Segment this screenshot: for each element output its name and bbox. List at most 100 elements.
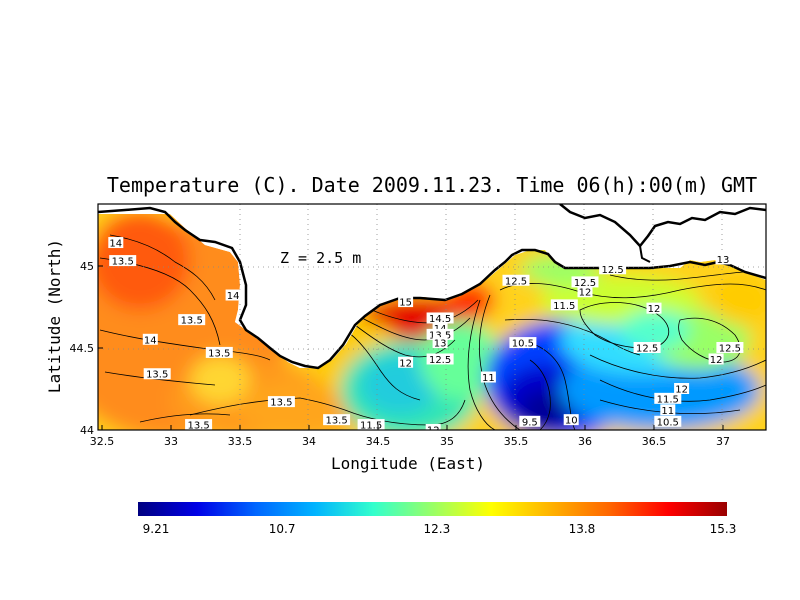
contour-label-bg xyxy=(646,302,662,314)
depth-label: Z = 2.5 m xyxy=(280,249,361,267)
land-mask xyxy=(98,204,766,368)
contour-label: 13.5 xyxy=(267,396,295,409)
contour-label-bg xyxy=(633,342,661,353)
colorbar-tick-label: 12.3 xyxy=(423,522,450,536)
contour-label: 12.5 xyxy=(426,353,454,366)
strait-line xyxy=(639,245,651,263)
contour-label: 13 xyxy=(432,337,448,350)
contour-label-text: 12 xyxy=(399,358,412,369)
contour-label-bg xyxy=(398,356,414,368)
contour-label-bg xyxy=(398,296,414,308)
contour-label: 11 xyxy=(480,371,496,384)
contour-label-bg xyxy=(225,289,241,301)
contour-label: 12.5 xyxy=(571,276,599,289)
contour-label: 15 xyxy=(398,296,414,309)
contour-label-bg xyxy=(708,353,724,365)
contour-label-text: 13 xyxy=(434,339,447,350)
temperature-field: 14 13.5 14 13.5 14 13.5 13.5 13.5 13.5 13.5 11.5 15… xyxy=(98,204,766,437)
contour-label-bg xyxy=(716,342,744,353)
map-title: Temperature (C). Date 2009.11.23. Time 0… xyxy=(107,173,757,197)
contour-label-text: 9.5 xyxy=(522,417,538,428)
contour-label-text: 10.5 xyxy=(512,339,534,350)
contour-label-bg xyxy=(142,333,158,345)
contour-label-text: 13.5 xyxy=(187,421,209,432)
contour-label: 13.5 xyxy=(143,368,171,381)
contour-label-text: 13.5 xyxy=(146,370,168,381)
x-tick-label: 35 xyxy=(440,435,454,448)
colorbar xyxy=(138,502,727,516)
x-tick-label: 36.5 xyxy=(642,435,667,448)
contour-label-text: 11 xyxy=(661,406,674,417)
contour-label: 12 xyxy=(674,383,690,396)
contour-label: 12 xyxy=(398,356,414,369)
contour-label: 12.5 xyxy=(716,342,744,355)
contour-label-text: 13.5 xyxy=(325,416,347,427)
contour-label-text: 12 xyxy=(648,304,661,315)
contour-lines xyxy=(99,234,766,430)
contour-label: 13.5 xyxy=(205,346,233,359)
contour-label-bg xyxy=(109,255,137,267)
contour-label-bg xyxy=(185,419,213,430)
plot-frame xyxy=(97,203,767,431)
y-tick-label: 44.5 xyxy=(70,342,95,355)
contour-label-bg xyxy=(267,396,295,408)
contour-label-text: 12 xyxy=(427,426,440,437)
contour-label-text: 11 xyxy=(482,373,495,384)
contour-label-text: 10.5 xyxy=(657,417,679,428)
contour-label: 10.5 xyxy=(509,337,537,350)
x-axis-label: Longitude (East) xyxy=(331,454,485,473)
contour-label: 13.5 xyxy=(426,328,454,341)
contour-label: 12.5 xyxy=(633,342,661,355)
contour-label-bg xyxy=(108,237,124,249)
contour-label-bg xyxy=(674,383,690,394)
contour-label-text: 12 xyxy=(579,288,592,299)
x-tick-label: 34.5 xyxy=(366,435,391,448)
contour-label-text: 13.5 xyxy=(429,330,451,341)
contour-label-bg xyxy=(426,353,454,365)
contour-label-bg xyxy=(502,274,530,286)
contour-label: 12 xyxy=(708,353,724,366)
colorbar-ticks: 9.21 10.7 12.3 13.8 15.3 xyxy=(143,522,737,536)
colorbar-tick-label: 13.8 xyxy=(569,522,596,536)
contour-label-text: 12.5 xyxy=(719,344,741,355)
contour-label-bg xyxy=(357,419,385,430)
contour-label-bg xyxy=(425,424,441,430)
contour-label: 12.5 xyxy=(599,263,627,276)
contour-label: 14 xyxy=(108,237,124,250)
contour-label: 9.5 xyxy=(519,415,541,428)
x-tick-label: 36 xyxy=(578,435,592,448)
contour-label-bg xyxy=(550,299,578,311)
contour-label-text: 13.5 xyxy=(270,398,292,409)
contour-label: 12.5 xyxy=(502,274,530,287)
contour-label: 12 xyxy=(577,286,593,299)
contour-label: 11.5 xyxy=(550,299,578,312)
contour-label-text: 13.5 xyxy=(112,257,134,268)
contour-label-bg xyxy=(432,322,448,334)
contour-label: 13.5 xyxy=(323,414,351,427)
contour-label-bg xyxy=(205,346,233,358)
contour-label-bg xyxy=(563,414,579,426)
contour-label-bg xyxy=(143,368,171,380)
contour-label-text: 12.5 xyxy=(429,355,451,366)
contour-label: 14 xyxy=(142,333,158,346)
contour-label-bg xyxy=(599,263,627,275)
contour-label-bg xyxy=(426,312,454,324)
x-tick-label: 37 xyxy=(716,435,730,448)
contour-label-text: 12.5 xyxy=(636,344,658,355)
contour-label-text: 12 xyxy=(710,355,723,366)
x-tick-label: 35.5 xyxy=(504,435,529,448)
contour-label-text: 15 xyxy=(399,298,412,309)
contour-label-text: 10 xyxy=(565,416,578,427)
colorbar-tick-label: 15.3 xyxy=(710,522,737,536)
colorbar-tick-label: 9.21 xyxy=(143,522,170,536)
coastline-north xyxy=(559,204,766,248)
x-tick-label: 34 xyxy=(302,435,316,448)
contour-label-bg xyxy=(509,337,537,349)
contour-label-bg xyxy=(519,415,541,427)
y-axis-label: Latitude (North) xyxy=(45,239,64,393)
contour-label-bg xyxy=(660,404,676,416)
contour-label-text: 11.5 xyxy=(657,394,679,405)
contour-label: 12 xyxy=(425,424,441,437)
contour-label-text: 13 xyxy=(717,255,730,266)
